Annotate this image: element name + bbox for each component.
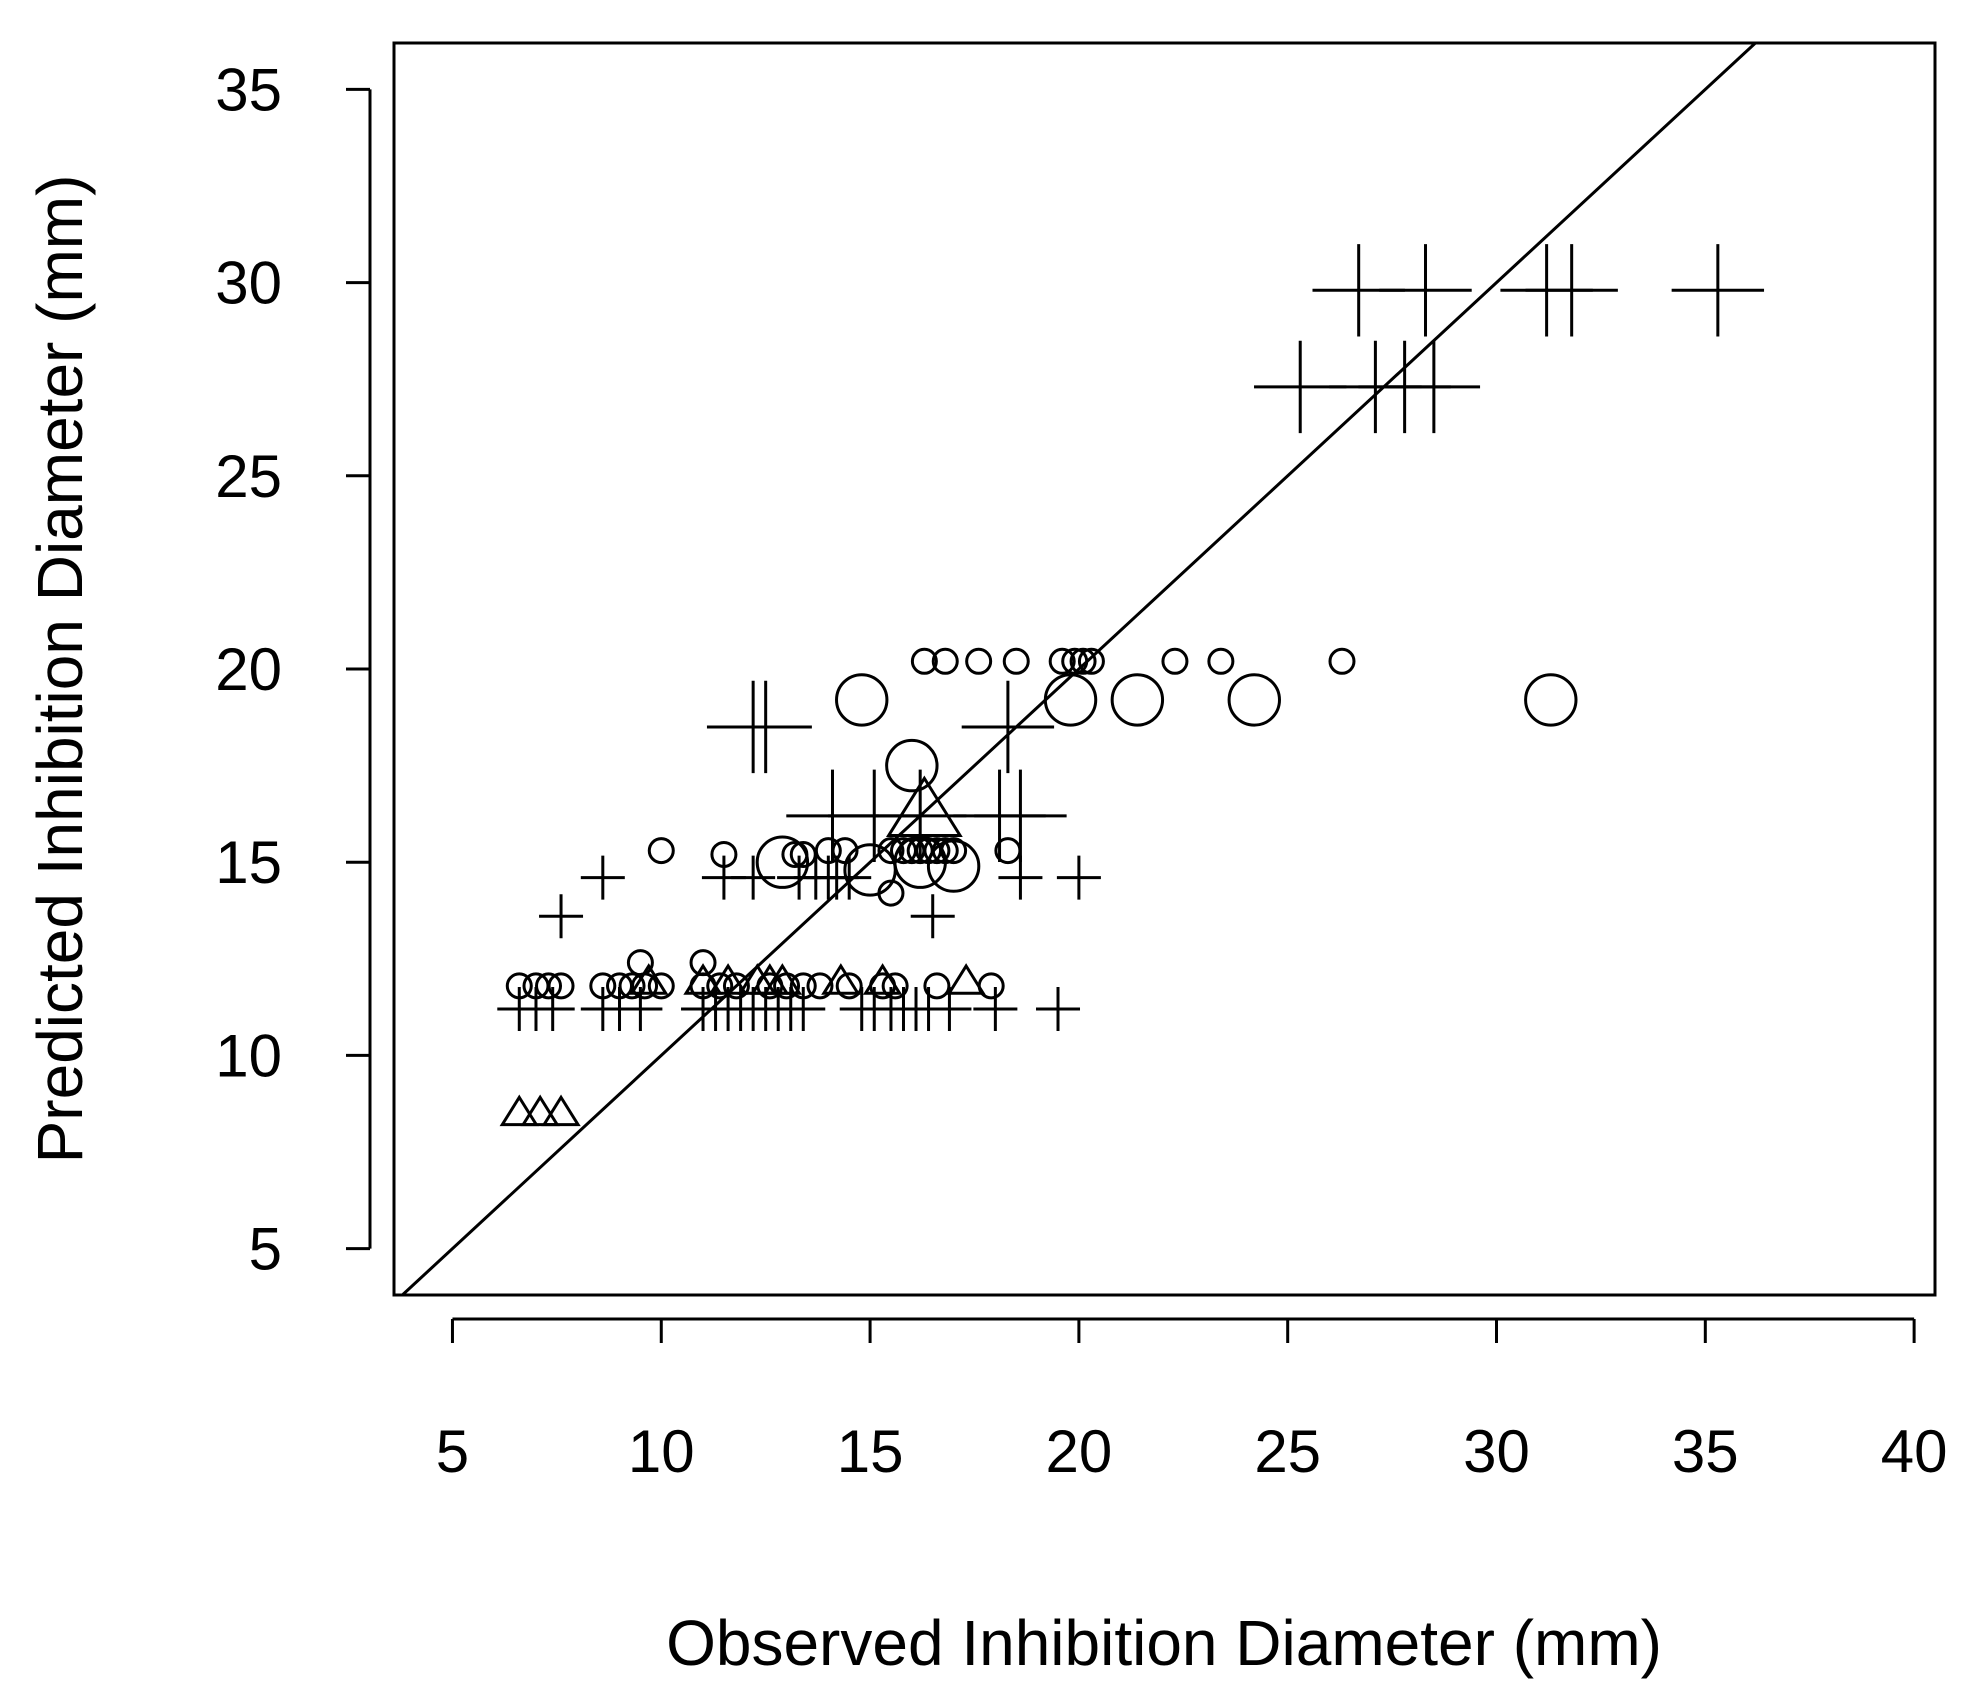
triangle-point: [762, 963, 803, 995]
x-tick-label: 15: [837, 1418, 904, 1485]
plot-frame: [392, 41, 1937, 1297]
circle-point: [931, 837, 959, 865]
circle-point: [885, 738, 939, 793]
plus-point: [998, 855, 1043, 900]
circle-point: [647, 837, 675, 865]
circle-point: [535, 972, 563, 1000]
triangle-point: [520, 1094, 560, 1127]
y-tick-label: 5: [249, 1216, 282, 1283]
circle-point: [1207, 647, 1235, 675]
circle-point: [831, 837, 859, 865]
circle-point: [589, 972, 617, 1000]
plus-point: [1525, 244, 1618, 337]
x-tick-label: 10: [628, 1418, 695, 1485]
plus-point: [1379, 244, 1472, 337]
circle-point: [994, 837, 1022, 865]
triangle-point: [683, 963, 723, 995]
circle-point: [626, 949, 654, 977]
plus-point: [1671, 244, 1765, 337]
circle-point: [647, 972, 675, 1000]
circle-point: [1061, 647, 1089, 675]
circle-point: [843, 843, 897, 897]
plus-point: [1387, 340, 1481, 434]
circle-point: [1161, 647, 1189, 675]
x-tick-label: 20: [1046, 1418, 1113, 1485]
x-axis-title: Observed Inhibition Diameter (mm): [666, 1607, 1662, 1679]
circle-point: [789, 972, 817, 1000]
circle-point: [1002, 647, 1030, 675]
triangle-point: [541, 1094, 581, 1127]
data-points: [497, 244, 1765, 1127]
plus-point: [580, 855, 625, 900]
circle-point: [1524, 673, 1578, 727]
circle-series: [505, 647, 1578, 1000]
triangle-point: [885, 775, 963, 837]
circle-point: [835, 673, 889, 727]
triangle-point: [946, 963, 986, 995]
y-tick-label: 20: [215, 636, 282, 703]
circle-point: [923, 972, 951, 1000]
plus-point: [961, 680, 1055, 774]
triangle-point: [499, 1094, 539, 1127]
triangle-point: [821, 963, 861, 995]
circle-point: [789, 840, 817, 868]
circle-point: [910, 647, 938, 675]
circle-point: [931, 647, 959, 675]
identity-reference-line: [401, 41, 1757, 1297]
circle-point: [926, 839, 981, 893]
circle-point: [1048, 647, 1076, 675]
circle-point: [781, 840, 809, 868]
y-axis-title: Predicted Inhibition Diameter (mm): [24, 175, 96, 1164]
circle-point: [835, 972, 863, 1000]
plus-point: [731, 855, 776, 900]
circle-point: [1110, 673, 1165, 727]
y-axis: 5 10 15 20 25 30 35: [215, 56, 372, 1283]
x-tick-label: 40: [1881, 1418, 1948, 1485]
circle-point: [881, 972, 909, 1000]
circle-point: [940, 837, 968, 865]
plus-point: [781, 987, 826, 1032]
triangle-point: [629, 963, 669, 995]
plus-point: [973, 987, 1018, 1032]
plus-point: [539, 894, 584, 939]
circle-point: [618, 972, 646, 1000]
x-tick-label: 5: [436, 1418, 469, 1485]
circle-point: [706, 972, 734, 1000]
circle-point: [965, 647, 993, 675]
circle-point: [505, 972, 533, 1000]
circle-point: [877, 837, 905, 865]
circle-point: [722, 972, 750, 1000]
circle-point: [1227, 673, 1281, 727]
plus-point: [719, 680, 812, 774]
circle-point: [877, 879, 905, 907]
triangle-point: [862, 963, 903, 995]
y-tick-label: 25: [215, 443, 282, 510]
y-tick-label: 10: [215, 1022, 282, 1089]
circle-point: [806, 972, 834, 1000]
triangle-series: [499, 775, 986, 1127]
y-tick-label: 30: [215, 250, 282, 317]
circle-point: [1043, 673, 1098, 727]
x-axis: 5 10 15 20 25 30 35 40: [436, 1317, 1948, 1485]
x-tick-label: 25: [1254, 1418, 1321, 1485]
circle-point: [1077, 647, 1105, 675]
plus-series: [497, 244, 1765, 1032]
circle-point: [689, 949, 717, 977]
y-tick-label: 35: [215, 56, 282, 123]
y-tick-label: 15: [215, 829, 282, 896]
plus-point: [910, 894, 955, 939]
plus-point: [1056, 855, 1101, 900]
circle-point: [1328, 647, 1356, 675]
circle-point: [755, 835, 810, 889]
circle-point: [1069, 647, 1097, 675]
circle-point: [814, 837, 842, 865]
circle-point: [710, 840, 738, 868]
plus-point: [1036, 987, 1081, 1032]
triangle-point: [708, 963, 748, 995]
x-tick-label: 35: [1672, 1418, 1739, 1485]
x-tick-label: 30: [1463, 1418, 1530, 1485]
circle-point: [547, 972, 575, 1000]
circle-point: [923, 837, 951, 865]
